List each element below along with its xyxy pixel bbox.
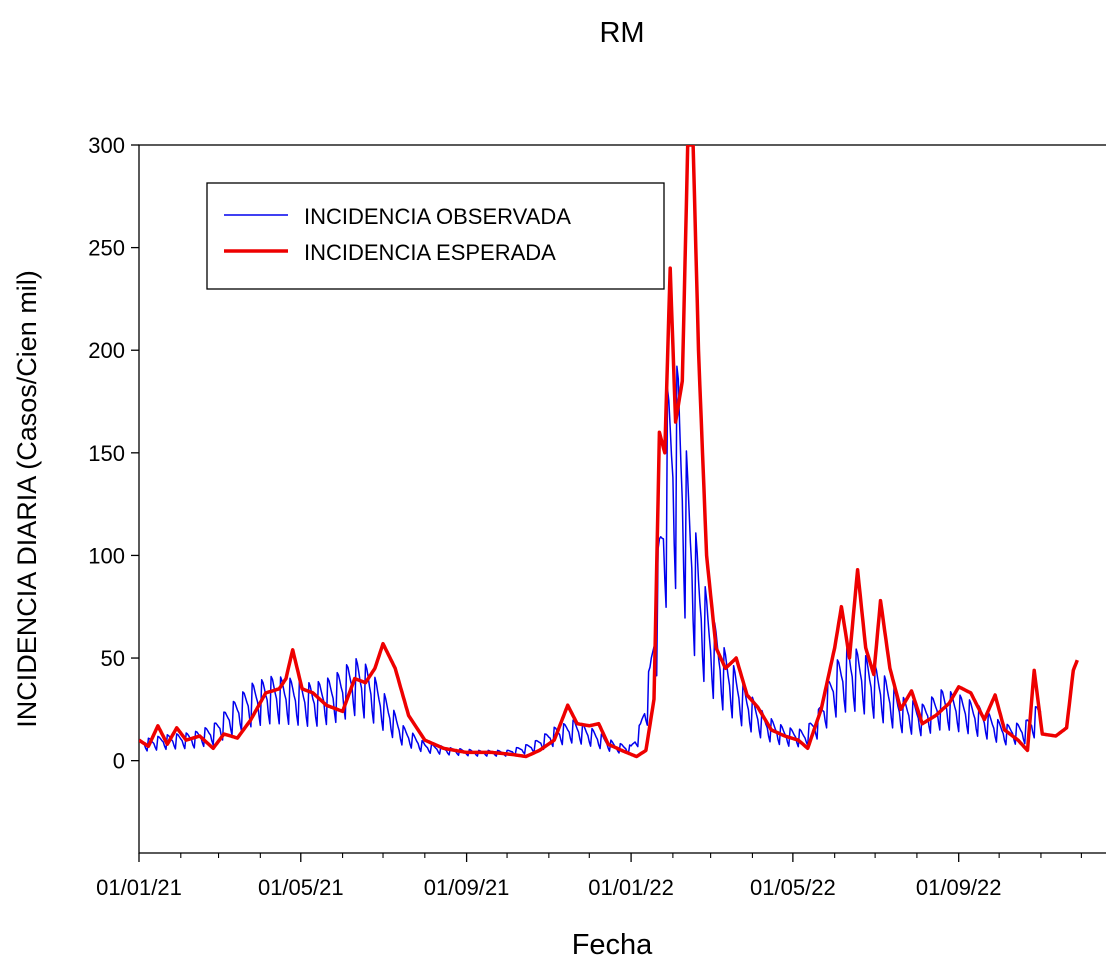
y-tick-label: 300 <box>88 133 125 158</box>
x-tick-label: 01/09/22 <box>916 875 1002 900</box>
x-axis-label: Fecha <box>572 929 653 961</box>
plot-frame <box>138 144 1106 854</box>
y-tick-label: 250 <box>88 236 125 261</box>
legend-label-esperada: INCIDENCIA ESPERADA <box>304 240 556 265</box>
x-tick-label: 01/05/22 <box>750 875 836 900</box>
legend-box <box>206 182 665 290</box>
legend: INCIDENCIA OBSERVADA INCIDENCIA ESPERADA <box>206 182 665 290</box>
y-tick-label: 0 <box>113 749 125 774</box>
x-tick-label: 01/01/21 <box>96 875 182 900</box>
chart-title: RM <box>599 17 644 49</box>
y-tick-label: 100 <box>88 543 125 568</box>
y-axis: 0 50 100 150 200 250 300 <box>88 133 139 774</box>
x-axis: 01/01/21 01/05/21 01/09/21 01/01/22 01/05/22… <box>96 853 1082 900</box>
y-tick-label: 200 <box>88 338 125 363</box>
legend-label-observada: INCIDENCIA OBSERVADA <box>304 204 571 229</box>
y-tick-label: 50 <box>101 646 125 671</box>
y-tick-label: 150 <box>88 441 125 466</box>
x-tick-label: 01/09/21 <box>424 875 510 900</box>
plot-area <box>138 144 1106 854</box>
x-tick-label: 01/01/22 <box>588 875 674 900</box>
x-tick-label: 01/05/21 <box>258 875 344 900</box>
y-axis-label: INCIDENCIA DIARIA (Casos/Cien mil) <box>12 270 42 728</box>
series-line-observada <box>139 365 1042 757</box>
series-line-esperada <box>139 145 1079 759</box>
